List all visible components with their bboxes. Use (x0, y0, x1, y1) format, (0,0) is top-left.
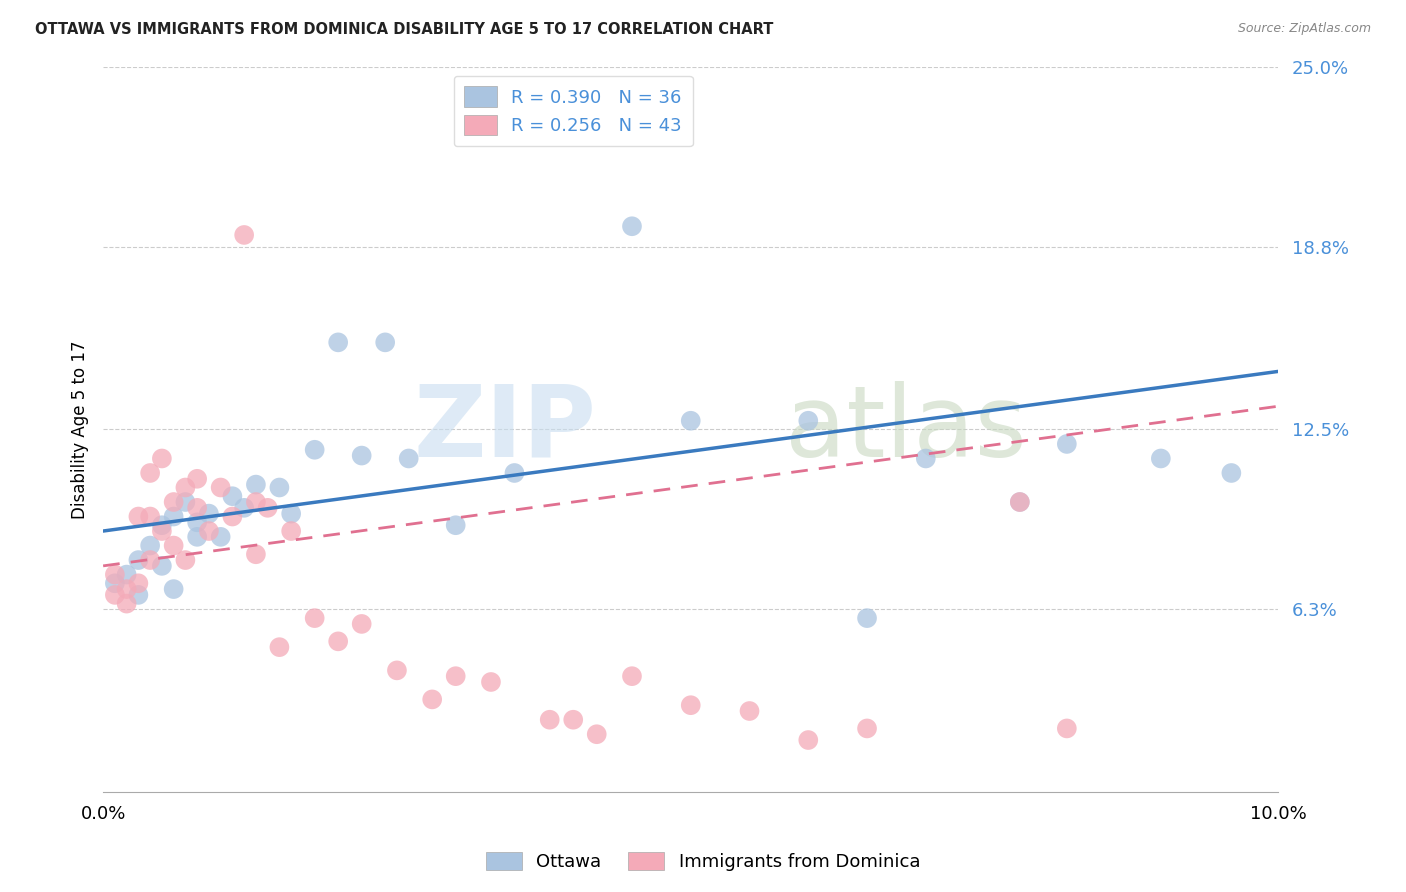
Point (233, 227, 256, 242)
Point (127, 509, 149, 524)
Point (186, 530, 208, 544)
Point (150, 518, 173, 533)
Point (186, 516, 208, 530)
Point (738, 704, 761, 718)
Point (1008, 495, 1031, 509)
Point (198, 524, 221, 538)
Point (233, 500, 256, 515)
Point (280, 507, 302, 521)
Point (104, 567, 127, 582)
Point (221, 509, 243, 524)
Text: OTTAWA VS IMMIGRANTS FROM DOMINICA DISABILITY AGE 5 TO 17 CORRELATION CHART: OTTAWA VS IMMIGRANTS FROM DOMINICA DISAB… (35, 22, 773, 37)
Point (163, 495, 186, 509)
Point (104, 588, 127, 602)
Point (104, 576, 127, 591)
Point (444, 669, 467, 683)
Point (304, 442, 326, 457)
Point (163, 509, 186, 524)
Point (163, 582, 186, 596)
Point (256, 500, 278, 515)
Point (479, 675, 502, 690)
Point (245, 495, 267, 509)
Y-axis label: Disability Age 5 to 17: Disability Age 5 to 17 (72, 340, 89, 518)
Text: atlas: atlas (785, 381, 1026, 478)
Point (679, 414, 702, 428)
Point (350, 449, 373, 463)
Text: Source: ZipAtlas.com: Source: ZipAtlas.com (1237, 22, 1371, 36)
Point (856, 611, 879, 625)
Point (163, 539, 186, 553)
Point (1056, 722, 1078, 736)
Point (269, 640, 291, 655)
Point (245, 477, 267, 491)
Point (221, 489, 243, 503)
Point (914, 451, 936, 466)
Point (1220, 466, 1243, 480)
Point (280, 524, 302, 538)
Point (139, 539, 162, 553)
Point (1150, 451, 1173, 466)
Point (562, 129, 585, 144)
Legend: Ottawa, Immigrants from Dominica: Ottawa, Immigrants from Dominica (478, 845, 928, 879)
Text: ZIP: ZIP (413, 381, 596, 478)
Point (198, 507, 221, 521)
Point (328, 335, 350, 350)
Point (127, 553, 149, 567)
Point (115, 567, 138, 582)
Point (150, 524, 173, 538)
Point (245, 547, 267, 561)
Point (269, 481, 291, 495)
Point (127, 576, 149, 591)
Point (328, 634, 350, 648)
Point (374, 335, 396, 350)
Point (620, 219, 643, 234)
Point (209, 481, 232, 495)
Point (679, 698, 702, 713)
Point (186, 500, 208, 515)
Point (209, 530, 232, 544)
Legend: R = 0.390   N = 36, R = 0.256   N = 43: R = 0.390 N = 36, R = 0.256 N = 43 (454, 76, 693, 146)
Point (115, 582, 138, 596)
Point (620, 669, 643, 683)
Point (562, 713, 585, 727)
Point (538, 713, 561, 727)
Point (420, 692, 443, 706)
Point (150, 451, 173, 466)
Point (398, 451, 420, 466)
Point (385, 664, 408, 678)
Point (856, 722, 879, 736)
Point (797, 733, 820, 747)
Point (139, 509, 162, 524)
Point (797, 414, 820, 428)
Point (1056, 437, 1078, 451)
Point (186, 472, 208, 486)
Point (174, 553, 197, 567)
Point (503, 466, 526, 480)
Point (304, 611, 326, 625)
Point (150, 558, 173, 573)
Point (444, 518, 467, 533)
Point (350, 616, 373, 631)
Point (139, 466, 162, 480)
Point (139, 553, 162, 567)
Point (127, 588, 149, 602)
Point (174, 495, 197, 509)
Point (585, 727, 607, 741)
Point (1008, 495, 1031, 509)
Point (174, 481, 197, 495)
Point (115, 597, 138, 611)
